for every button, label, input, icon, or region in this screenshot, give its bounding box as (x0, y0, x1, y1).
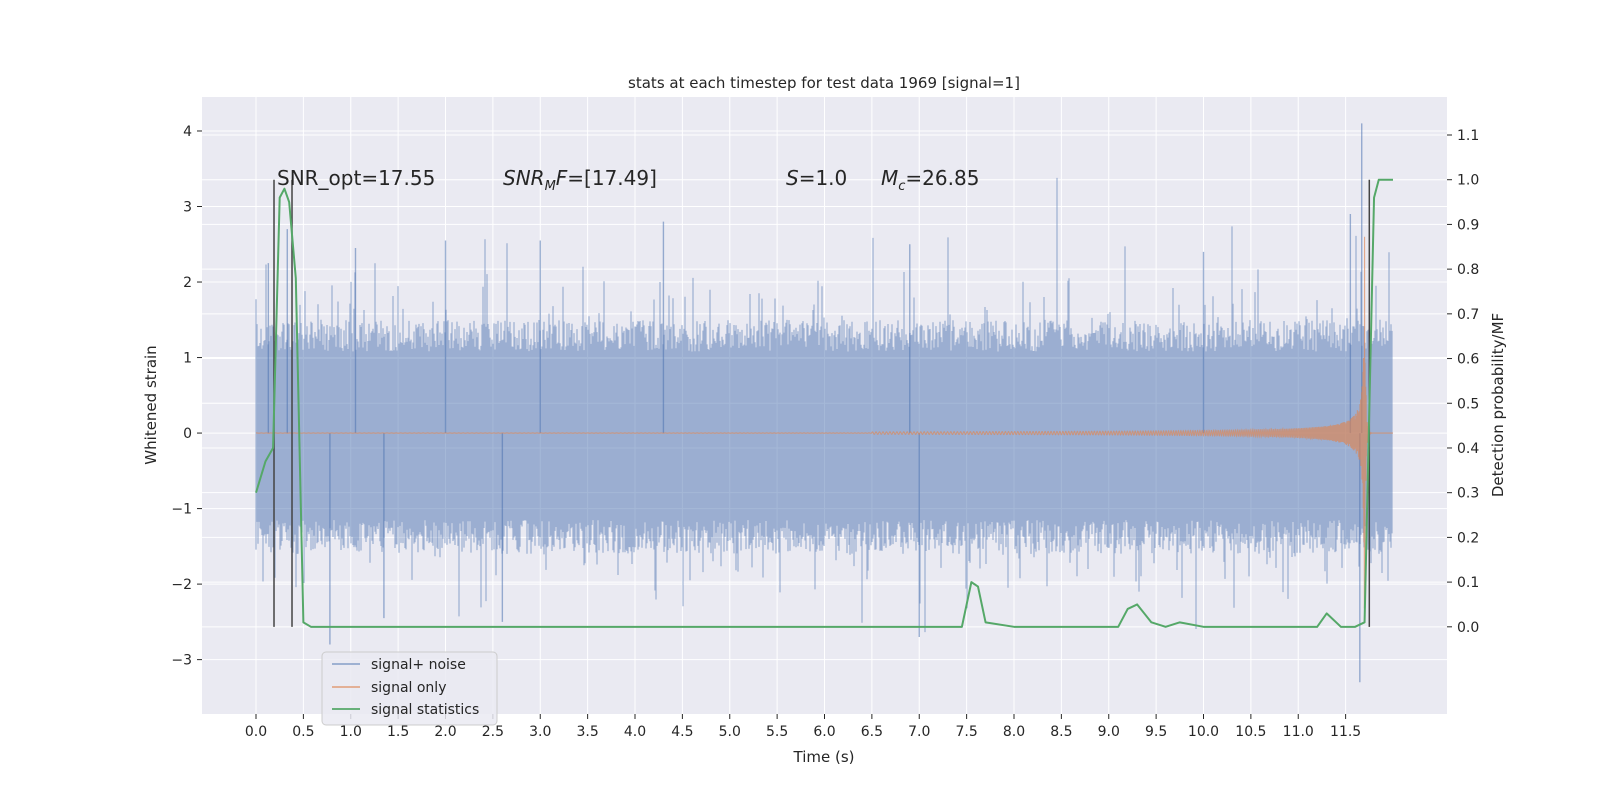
y2-tick-label: 0.4 (1457, 441, 1479, 457)
y2-tick-label: 0.1 (1457, 575, 1479, 591)
y-tick-label: 3 (183, 200, 192, 216)
y2-tick-label: 1.0 (1457, 173, 1479, 189)
x-tick-label: 1.5 (387, 724, 409, 740)
y2-tick-label: 0.3 (1457, 486, 1479, 502)
ticks: 0.0 0.5 1.0 1.5 2.0 2.5 3.0 3.5 4.0 4.5 5.0 5.5 6.0 6… (171, 124, 1479, 740)
statistics-trace (255, 178, 1393, 628)
annotation-snr-mf-value: =[17.49] (567, 166, 657, 190)
y2-tick-label: 0.6 (1457, 352, 1479, 368)
annotation-s-symbol: S (786, 166, 799, 190)
y2-tick-label: 0.7 (1457, 307, 1479, 323)
annotation-snr-mf-rest: F (556, 166, 568, 190)
y-tick-label: −1 (171, 502, 192, 518)
x-tick-label: 11.0 (1283, 724, 1314, 740)
x-tick-label: 2.5 (482, 724, 504, 740)
x-tick-label: 10.0 (1188, 724, 1219, 740)
y-axis-label: Whitened strain (142, 345, 160, 464)
annotation-snr-mf: SNRMF=[17.49] (503, 166, 657, 194)
y2-axis-label: Detection probability/MF (1489, 313, 1507, 497)
legend-box (321, 651, 498, 726)
annotation-snr-mf-sub: M (545, 179, 556, 194)
chart-title: stats at each timestep for test data 196… (628, 74, 1020, 92)
x-axis-label: Time (s) (793, 748, 855, 766)
legend-label-signal: signal only (371, 680, 446, 696)
y-tick-label: 0 (183, 426, 192, 442)
series-signal-only (255, 236, 1393, 609)
x-tick-label: 10.5 (1235, 724, 1266, 740)
annotation-s: S=1.0 (786, 166, 847, 190)
x-tick-label: 4.5 (671, 724, 693, 740)
y-tick-label: −3 (171, 653, 192, 669)
x-tick-label: 4.0 (624, 724, 646, 740)
y-tick-label: −2 (171, 577, 192, 593)
y2-tick-label: 0.8 (1457, 262, 1479, 278)
y2-tick-label: 0.9 (1457, 217, 1479, 233)
x-tick-label: 8.5 (1050, 724, 1072, 740)
x-tick-label: 1.0 (340, 724, 362, 740)
x-tick-label: 5.0 (719, 724, 741, 740)
x-tick-label: 2.0 (434, 724, 456, 740)
x-tick-label: 11.5 (1330, 724, 1361, 740)
signal-trace (255, 236, 1393, 609)
annotation-snr-opt: SNR_opt=17.55 (277, 166, 435, 190)
legend: signal+ noise signal only signal statist… (321, 651, 498, 726)
x-tick-label: 6.5 (861, 724, 883, 740)
x-tick-label: 0.5 (292, 724, 314, 740)
x-tick-label: 9.0 (1098, 724, 1120, 740)
annotation-snr-mf-main: SNR (503, 166, 545, 190)
annotation-mc-symbol: M (881, 166, 898, 190)
x-tick-label: 7.0 (908, 724, 930, 740)
legend-label-noise: signal+ noise (371, 657, 466, 673)
y2-tick-label: 1.1 (1457, 128, 1479, 144)
y-tick-label: 2 (183, 275, 192, 291)
x-tick-label: 7.5 (955, 724, 977, 740)
x-tick-label: 3.0 (529, 724, 551, 740)
annotation-mc-value: =26.85 (905, 166, 979, 190)
y-tick-label: 1 (183, 351, 192, 367)
y2-tick-label: 0.0 (1457, 620, 1479, 636)
x-tick-label: 3.5 (576, 724, 598, 740)
annotation-mc-sub: c (898, 179, 905, 194)
annotation-s-value: =1.0 (799, 166, 848, 190)
x-tick-label: 0.0 (245, 724, 267, 740)
legend-label-stats: signal statistics (371, 702, 479, 718)
x-tick-label: 6.0 (813, 724, 835, 740)
x-tick-label: 5.5 (766, 724, 788, 740)
y-tick-label: 4 (183, 124, 192, 140)
y2-tick-label: 0.5 (1457, 396, 1479, 412)
x-tick-label: 8.0 (1003, 724, 1025, 740)
y2-tick-label: 0.2 (1457, 530, 1479, 546)
annotation-mc: Mc=26.85 (881, 166, 979, 194)
x-tick-label: 9.5 (1145, 724, 1167, 740)
series-signal-statistics (255, 178, 1393, 628)
